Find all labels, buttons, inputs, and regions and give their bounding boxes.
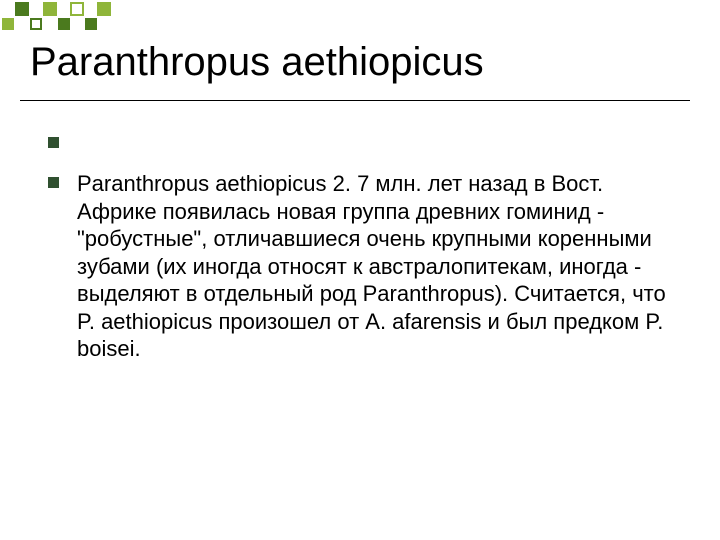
slide-body: Paranthropus aethiopicus 2. 7 млн. лет н… — [48, 130, 672, 383]
corner-decoration — [0, 0, 130, 40]
decor-square — [2, 18, 14, 30]
decor-square — [15, 2, 29, 16]
title-underline — [20, 100, 690, 101]
list-item: Paranthropus aethiopicus 2. 7 млн. лет н… — [48, 170, 672, 363]
decor-square — [58, 18, 70, 30]
decor-square — [85, 18, 97, 30]
bullet-icon — [48, 177, 59, 188]
list-item — [48, 130, 672, 150]
slide-title: Paranthropus aethiopicus — [30, 40, 484, 85]
decor-square — [70, 2, 84, 16]
bullet-icon — [48, 137, 59, 148]
decor-square — [97, 2, 111, 16]
decor-square — [43, 2, 57, 16]
list-item-text: Paranthropus aethiopicus 2. 7 млн. лет н… — [77, 170, 672, 363]
decor-square — [30, 18, 42, 30]
